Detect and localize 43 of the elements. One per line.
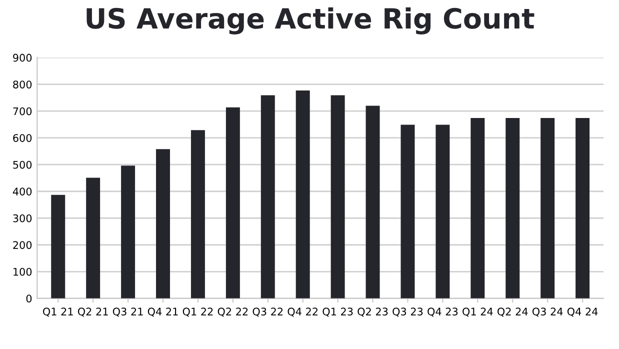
y-tick-label: 600 bbox=[13, 134, 32, 142]
bar bbox=[436, 124, 450, 298]
x-tick-label: Q3 22 bbox=[252, 308, 283, 317]
bar bbox=[506, 118, 520, 298]
bar bbox=[470, 118, 485, 298]
x-tick-label: Q1 24 bbox=[462, 308, 493, 317]
bar bbox=[296, 90, 310, 298]
x-tick-label: Q1 22 bbox=[182, 308, 213, 317]
bar bbox=[51, 194, 66, 298]
y-tick-label: 800 bbox=[13, 80, 32, 88]
x-tick-label: Q3 23 bbox=[392, 308, 423, 317]
bar bbox=[156, 149, 170, 298]
x-tick-label: Q2 23 bbox=[358, 308, 388, 317]
x-tick-label: Q4 23 bbox=[428, 308, 458, 317]
x-tick-label: Q1 23 bbox=[322, 308, 353, 317]
x-tick-label: Q3 21 bbox=[112, 308, 143, 317]
bar bbox=[540, 118, 555, 298]
x-tick-label: Q3 24 bbox=[532, 308, 563, 317]
bar bbox=[190, 130, 205, 298]
y-tick-label: 500 bbox=[13, 160, 32, 169]
bar bbox=[86, 178, 100, 298]
x-tick-label: Q2 22 bbox=[218, 308, 248, 317]
y-tick-label: 400 bbox=[12, 188, 32, 196]
x-tick-label: Q4 22 bbox=[288, 308, 318, 317]
bar bbox=[400, 124, 415, 298]
x-tick-label: Q4 24 bbox=[567, 308, 598, 317]
bar bbox=[366, 106, 380, 298]
y-tick-label: 0 bbox=[26, 294, 32, 302]
y-tick-label: 200 bbox=[13, 241, 32, 249]
bar bbox=[330, 95, 345, 298]
y-tick-label: 900 bbox=[13, 54, 32, 62]
bar bbox=[576, 118, 590, 298]
y-tick-label: 300 bbox=[13, 214, 32, 222]
x-tick-label: Q2 24 bbox=[498, 308, 528, 317]
x-tick-label: Q4 21 bbox=[148, 308, 178, 317]
y-tick-label: 700 bbox=[13, 107, 32, 116]
bar bbox=[226, 107, 240, 298]
y-tick-label: 100 bbox=[14, 268, 32, 276]
bar bbox=[121, 166, 136, 298]
chart-title: US Average Active Rig Count bbox=[86, 7, 534, 34]
bar bbox=[260, 95, 275, 298]
x-tick-label: Q1 21 bbox=[43, 308, 73, 317]
x-tick-label: Q2 21 bbox=[78, 308, 108, 317]
